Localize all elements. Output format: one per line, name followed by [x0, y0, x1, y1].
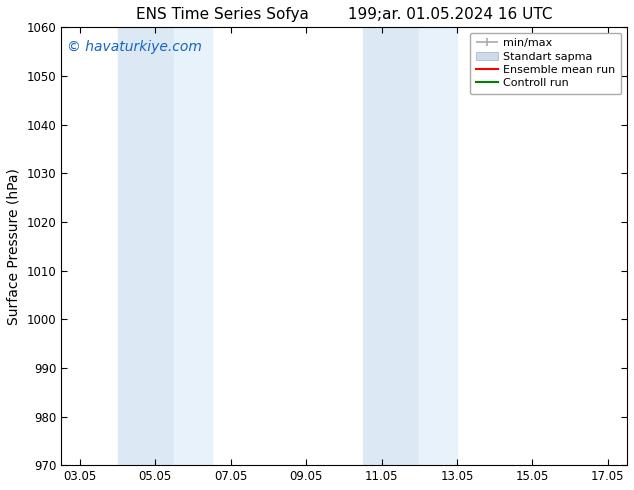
Bar	[118, 27, 174, 465]
Bar	[419, 27, 457, 465]
Legend: min/max, Standart sapma, Ensemble mean run, Controll run: min/max, Standart sapma, Ensemble mean r…	[470, 33, 621, 94]
Title: ENS Time Series Sofya        199;ar. 01.05.2024 16 UTC: ENS Time Series Sofya 199;ar. 01.05.2024…	[136, 7, 552, 22]
Bar	[174, 27, 212, 465]
Text: © havaturkiye.com: © havaturkiye.com	[67, 40, 202, 54]
Bar	[363, 27, 419, 465]
Y-axis label: Surface Pressure (hPa): Surface Pressure (hPa)	[7, 168, 21, 325]
